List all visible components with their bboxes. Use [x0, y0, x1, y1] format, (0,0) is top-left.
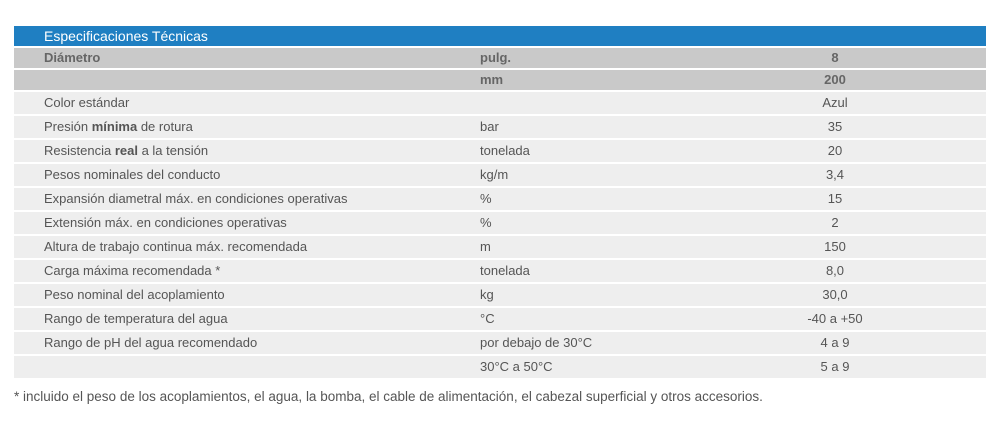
row-label: Pesos nominales del conducto: [44, 167, 221, 182]
row-label: Rango de pH del agua recomendado: [44, 335, 258, 350]
row-unit: kg/m: [480, 167, 509, 182]
header-unit: mm: [480, 72, 504, 87]
table-row: Color estándar Azul: [14, 92, 986, 114]
table-title: Especificaciones Técnicas: [14, 26, 986, 46]
row-unit: por debajo de 30°C: [480, 335, 593, 350]
table-row: Altura de trabajo continua máx. recomend…: [14, 236, 986, 258]
row-unit: bar: [480, 119, 499, 134]
header-value: 200: [824, 72, 846, 87]
table-row: Resistencia real a la tensión tonelada 2…: [14, 140, 986, 162]
row-value: 35: [827, 119, 843, 134]
row-unit: °C: [480, 311, 495, 326]
header-label: Diámetro: [44, 50, 101, 65]
row-label: Presión mínima de rotura: [44, 119, 193, 134]
row-value: -40 a +50: [807, 311, 863, 326]
row-label: Rango de temperatura del agua: [44, 311, 228, 326]
row-value: 15: [827, 191, 843, 206]
header-row: mm 200: [14, 70, 986, 90]
row-value: 20: [827, 143, 843, 158]
spec-table: Especificaciones Técnicas Diámetro pulg.…: [14, 26, 986, 380]
row-unit: tonelada: [480, 143, 530, 158]
table-row: 30°C a 50°C 5 a 9: [14, 356, 986, 378]
row-value: 5 a 9: [820, 359, 850, 374]
table-row: Expansión diametral máx. en condiciones …: [14, 188, 986, 210]
row-unit: %: [480, 191, 492, 206]
row-value: 150: [824, 239, 846, 254]
row-label: Color estándar: [44, 95, 130, 110]
table-row: Rango de pH del agua recomendado por deb…: [14, 332, 986, 354]
table-row: Pesos nominales del conducto kg/m 3,4: [14, 164, 986, 186]
table-row: Carga máxima recomendada * tonelada 8,0: [14, 260, 986, 282]
table-row: Presión mínima de rotura bar 35: [14, 116, 986, 138]
table-row: Rango de temperatura del agua °C -40 a +…: [14, 308, 986, 330]
row-value: Azul: [822, 95, 848, 110]
header-label: [14, 70, 480, 90]
row-unit: %: [480, 215, 492, 230]
header-row: Diámetro pulg. 8: [14, 48, 986, 68]
row-unit: 30°C a 50°C: [480, 359, 553, 374]
table-row: Peso nominal del acoplamiento kg 30,0: [14, 284, 986, 306]
row-value: 2: [831, 215, 839, 230]
row-unit: m: [480, 239, 491, 254]
row-label: Altura de trabajo continua máx. recomend…: [44, 239, 308, 254]
row-label: Peso nominal del acoplamiento: [44, 287, 225, 302]
footnote: * incluido el peso de los acoplamientos,…: [14, 389, 763, 404]
row-unit: kg: [480, 287, 494, 302]
row-unit: tonelada: [480, 263, 530, 278]
row-label: Carga máxima recomendada *: [44, 263, 221, 278]
row-value: 4 a 9: [820, 335, 850, 350]
row-value: 8,0: [825, 263, 845, 278]
row-unit: [480, 92, 706, 114]
table-row: Extensión máx. en condiciones operativas…: [14, 212, 986, 234]
row-value: 3,4: [825, 167, 845, 182]
row-label: [14, 356, 480, 378]
row-label: Expansión diametral máx. en condiciones …: [44, 191, 348, 206]
row-label: Extensión máx. en condiciones operativas: [44, 215, 287, 230]
header-value: 8: [831, 50, 839, 65]
row-value: 30,0: [822, 287, 848, 302]
row-label: Resistencia real a la tensión: [44, 143, 209, 158]
header-unit: pulg.: [480, 50, 512, 65]
